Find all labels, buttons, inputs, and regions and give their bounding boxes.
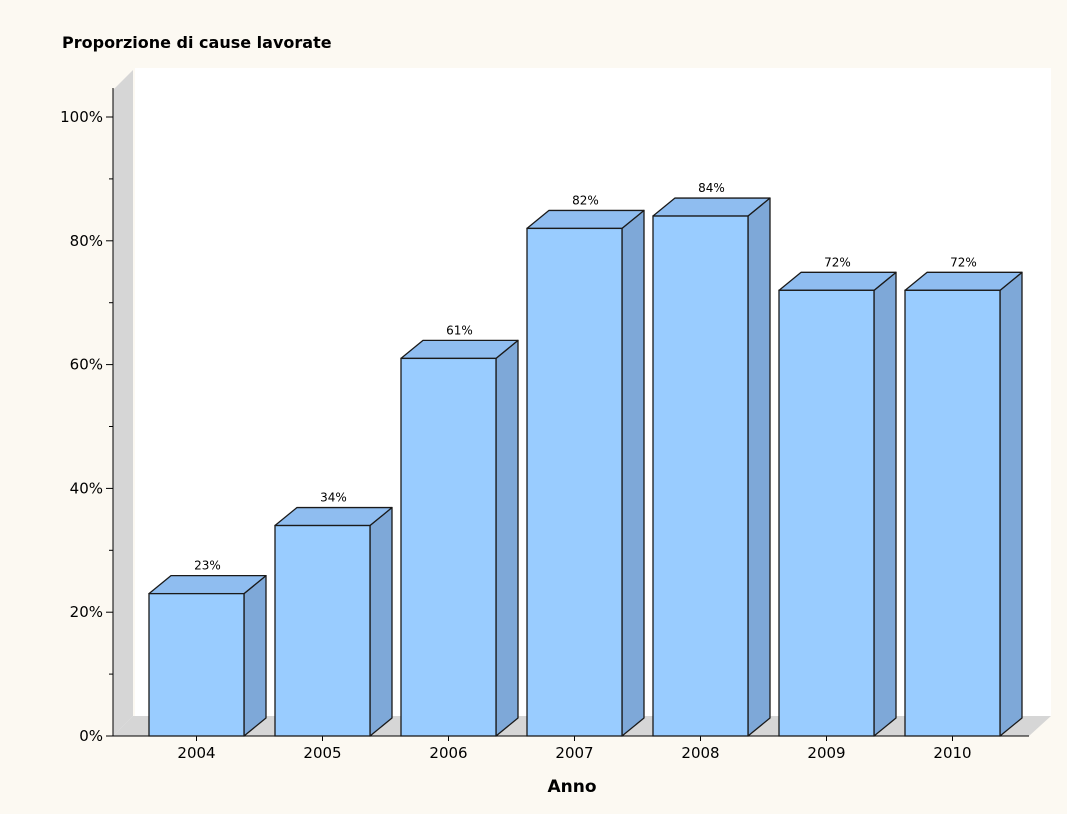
bar-side (243, 574, 267, 737)
y-axis: 0% 20% 40% 60% 80% 100% (60, 88, 114, 745)
bar-front (652, 215, 749, 737)
x-axis: 2004 2005 2006 2007 2008 2009 2010 (113, 735, 1029, 762)
bar-2004: 23% (148, 559, 267, 737)
bar-front (148, 592, 245, 737)
x-axis-label: Anno (547, 777, 596, 797)
bar-side (621, 209, 645, 737)
chart-wall-left (113, 70, 133, 736)
bar-front (904, 289, 1001, 737)
data-label: 72% (950, 255, 977, 269)
data-label: 72% (824, 255, 851, 269)
bar-front (778, 289, 875, 737)
x-tick-label: 2010 (933, 744, 971, 762)
data-label: 84% (698, 181, 725, 195)
bar-2009: 72% (778, 255, 897, 737)
bar-side (999, 271, 1023, 737)
y-tick-label: 100% (60, 108, 103, 126)
bar-side (495, 339, 519, 737)
bar-2005: 34% (274, 491, 393, 737)
x-tick-label: 2009 (807, 744, 845, 762)
x-tick-label: 2006 (429, 744, 467, 762)
y-tick-label: 80% (70, 232, 103, 250)
x-tick-label: 2008 (681, 744, 719, 762)
y-tick-label: 0% (79, 727, 103, 745)
x-tick-label: 2005 (303, 744, 341, 762)
chart-title: Proporzione di cause lavorate (62, 33, 332, 52)
data-label: 23% (194, 559, 221, 573)
bar-side (369, 506, 393, 737)
data-label: 34% (320, 491, 347, 505)
bar-front (400, 357, 497, 737)
bars-group: 23% 34% 61% 82% 84% 72% 72% (148, 181, 1023, 737)
data-label: 82% (572, 193, 599, 207)
y-tick-label: 60% (70, 356, 103, 374)
y-tick-label: 20% (70, 603, 103, 621)
bar-front (526, 227, 623, 737)
y-tick-label: 40% (70, 479, 103, 497)
x-tick-label: 2004 (177, 744, 215, 762)
bar-2007: 82% (526, 193, 645, 737)
x-tick-label: 2007 (555, 744, 593, 762)
bar-side (873, 271, 897, 737)
bar-side (747, 197, 771, 737)
bar-2010: 72% (904, 255, 1023, 737)
bar-2006: 61% (400, 323, 519, 737)
data-label: 61% (446, 323, 473, 337)
bar-2008: 84% (652, 181, 771, 737)
bar-front (274, 524, 371, 737)
